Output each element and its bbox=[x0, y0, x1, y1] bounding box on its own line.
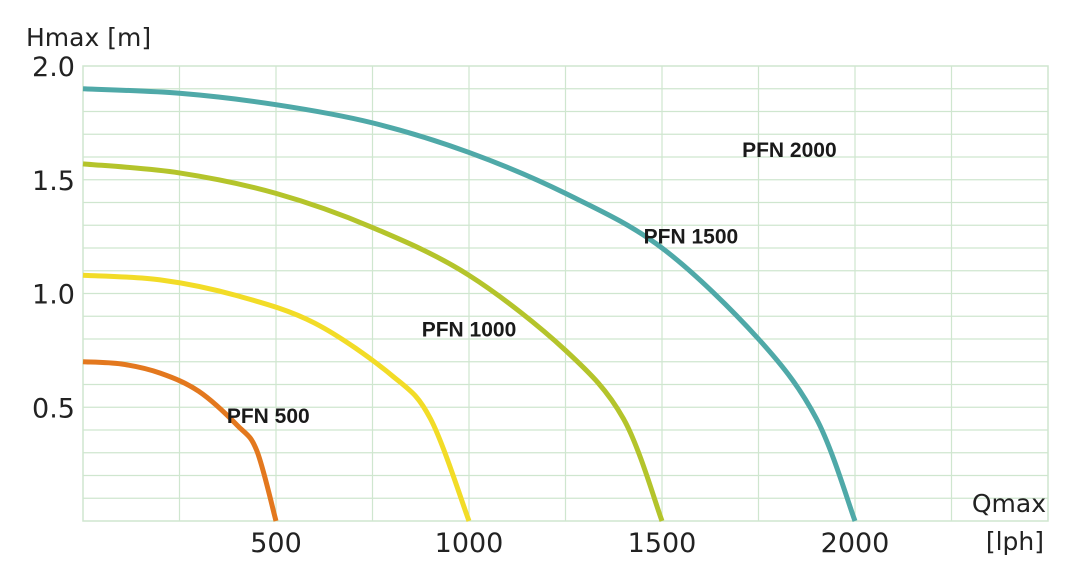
x-tick-label: 1500 bbox=[628, 528, 697, 559]
series-label-pfn-1000: PFN 1000 bbox=[422, 319, 517, 342]
chart-grid bbox=[83, 66, 1048, 521]
x-axis-title: Qmax bbox=[972, 489, 1046, 518]
x-tick-label: 1000 bbox=[435, 528, 504, 559]
y-axis-title: Hmax [m] bbox=[26, 23, 151, 52]
series-label-pfn-2000: PFN 2000 bbox=[742, 139, 837, 162]
series-label-pfn-1500: PFN 1500 bbox=[644, 225, 739, 248]
x-axis-unit: [lph] bbox=[986, 527, 1044, 556]
series-label-pfn-500: PFN 500 bbox=[227, 405, 310, 428]
y-tick-label: 0.5 bbox=[32, 393, 75, 424]
series-line-pfn-1000 bbox=[82, 272, 472, 522]
y-tick-label: 1.5 bbox=[32, 166, 75, 197]
series-labels: PFN 500 PFN 1000 PFN 1500 PFN 2000 bbox=[227, 139, 837, 428]
y-tick-label: 2.0 bbox=[32, 52, 75, 83]
series-lines bbox=[82, 86, 858, 522]
series-line-pfn-2000 bbox=[82, 86, 858, 522]
series-line-pfn-1500 bbox=[82, 161, 665, 522]
y-tick-labels: 0.5 1.0 1.5 2.0 bbox=[32, 52, 75, 424]
x-tick-labels: 500 1000 1500 2000 bbox=[250, 528, 889, 559]
series-line-pfn-500 bbox=[82, 359, 279, 522]
y-tick-label: 1.0 bbox=[32, 280, 75, 311]
x-tick-label: 2000 bbox=[821, 528, 890, 559]
x-tick-label: 500 bbox=[250, 528, 302, 559]
plot-area-border bbox=[82, 65, 1049, 522]
